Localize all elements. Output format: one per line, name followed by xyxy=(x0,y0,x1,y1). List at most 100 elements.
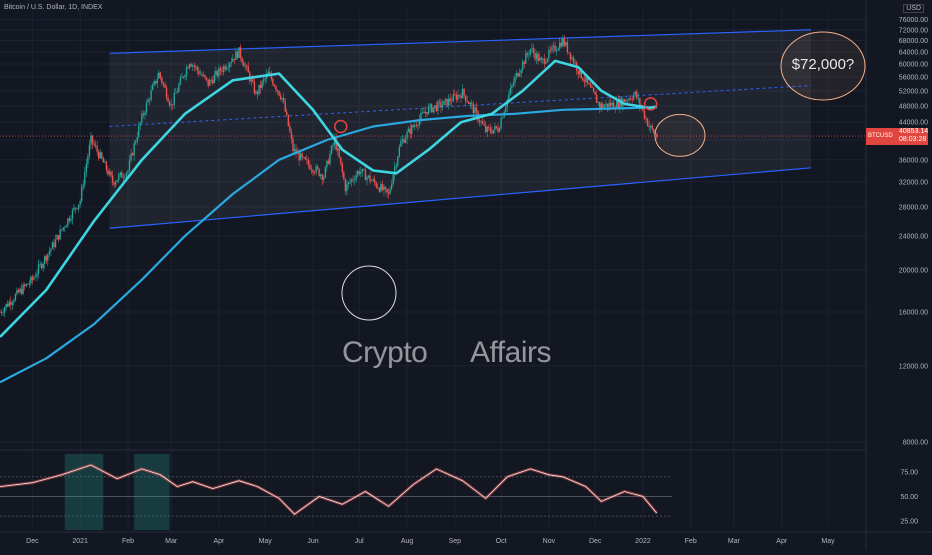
candle-body xyxy=(343,172,345,180)
candle-body xyxy=(210,79,212,81)
candle-body xyxy=(142,113,145,116)
x-tick-label: May xyxy=(821,538,835,545)
candle-body xyxy=(147,99,149,103)
candle-body xyxy=(82,184,84,187)
candle-body xyxy=(40,263,43,269)
y-tick-label: 12000.00 xyxy=(899,363,928,370)
candle-body xyxy=(431,104,433,113)
candle-body xyxy=(8,301,10,307)
currency-label[interactable]: USD xyxy=(903,4,924,13)
candle-body xyxy=(612,102,615,108)
overbought-zone xyxy=(64,454,104,530)
candle-body xyxy=(340,157,342,164)
candle-body xyxy=(253,81,256,94)
candle-body xyxy=(50,248,52,252)
watermark-text-2: Affairs xyxy=(470,336,551,369)
candle-body xyxy=(33,277,35,280)
candle-body xyxy=(71,209,74,220)
candle-body xyxy=(141,113,143,123)
candle-body xyxy=(176,91,179,93)
candle-body xyxy=(523,61,525,64)
candle-body xyxy=(298,152,300,161)
candle-body xyxy=(398,146,401,157)
candle-body xyxy=(153,81,155,86)
candle-body xyxy=(475,107,478,112)
candle-body xyxy=(447,98,450,106)
candle-body xyxy=(230,61,232,64)
candle-body xyxy=(434,105,436,108)
candle-body xyxy=(91,135,94,144)
candle-body xyxy=(357,171,359,176)
candle-body xyxy=(387,192,390,194)
candle-body xyxy=(68,218,71,221)
candle-body xyxy=(3,307,6,313)
candle-body xyxy=(643,110,646,119)
candle-body xyxy=(34,276,37,278)
candle-body xyxy=(316,166,319,169)
candle-body xyxy=(525,53,527,64)
candle-body xyxy=(114,181,117,185)
candle-body xyxy=(625,100,627,102)
candle-body xyxy=(494,126,496,130)
candle-body xyxy=(124,177,126,178)
candle-body xyxy=(88,144,91,157)
candle-body xyxy=(67,218,69,226)
candle-body xyxy=(491,131,493,134)
candle-body xyxy=(397,156,399,166)
candle-body xyxy=(591,87,593,89)
x-tick-label: Feb xyxy=(122,538,134,545)
candle-body xyxy=(233,58,236,60)
candle-body xyxy=(383,186,385,191)
candle-body xyxy=(394,166,396,176)
candle-body xyxy=(415,125,418,126)
candle-body xyxy=(404,138,407,143)
candle-body xyxy=(390,184,393,190)
candle-body xyxy=(518,73,521,77)
candle-body xyxy=(323,177,325,180)
candle-body xyxy=(520,69,522,74)
candle-body xyxy=(471,102,473,105)
candle-body xyxy=(466,101,468,103)
candle-body xyxy=(321,174,323,180)
candle-body xyxy=(118,175,120,181)
candle-body xyxy=(412,125,414,127)
candle-body xyxy=(101,152,103,159)
candle-body xyxy=(44,256,46,264)
candle-body xyxy=(361,168,364,173)
candle-body xyxy=(369,175,371,182)
candle-body xyxy=(585,77,587,82)
candle-body xyxy=(164,84,166,88)
y-tick-label: 56000.00 xyxy=(899,74,928,81)
candle-body xyxy=(242,62,245,67)
candle-body xyxy=(600,103,603,109)
candle-body xyxy=(93,143,95,145)
candle-body xyxy=(480,121,482,123)
candle-body xyxy=(224,66,226,70)
candle-body xyxy=(136,137,138,142)
candle-body xyxy=(25,284,27,286)
candle-body xyxy=(173,92,175,105)
candle-body xyxy=(309,164,311,170)
candle-body xyxy=(289,126,291,133)
candle-body xyxy=(457,94,459,100)
candle-body xyxy=(201,74,203,76)
candle-body xyxy=(208,79,211,86)
candle-body xyxy=(440,101,442,108)
candle-body xyxy=(332,144,334,146)
crossover-marker xyxy=(643,97,658,111)
candle-body xyxy=(167,97,169,102)
candle-body xyxy=(458,94,461,96)
candle-body xyxy=(609,103,612,106)
candle-body xyxy=(238,47,240,58)
candle-body xyxy=(420,112,422,120)
x-tick-label: Mar xyxy=(165,538,178,545)
candle-body xyxy=(48,251,51,254)
candle-body xyxy=(252,79,254,82)
y-tick-label: 20000.00 xyxy=(899,268,928,275)
candle-body xyxy=(281,98,283,100)
candle-body xyxy=(469,102,471,105)
candle-body xyxy=(84,172,86,185)
candle-body xyxy=(653,128,655,133)
candle-body xyxy=(130,153,132,161)
